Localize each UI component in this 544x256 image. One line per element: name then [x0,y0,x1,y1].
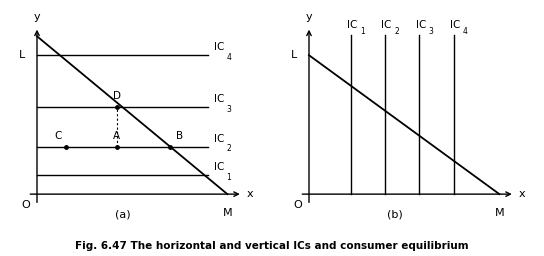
Text: y: y [34,12,40,22]
Text: A: A [113,131,121,141]
Text: IC: IC [214,134,225,144]
Text: 1: 1 [360,27,365,36]
Text: x: x [246,189,253,199]
Text: D: D [113,91,121,101]
Text: 3: 3 [429,27,434,36]
Text: IC: IC [347,20,357,30]
Text: 4: 4 [463,27,468,36]
Text: 1: 1 [226,173,231,182]
Text: 2: 2 [226,144,231,153]
Text: M: M [222,208,232,218]
Text: IC: IC [214,162,225,172]
Text: L: L [292,50,298,60]
Text: x: x [518,189,525,199]
Text: L: L [20,50,26,60]
Text: IC: IC [450,20,460,30]
Text: 2: 2 [394,27,399,36]
Text: O: O [293,200,302,210]
Text: O: O [21,200,30,210]
Text: y: y [306,12,312,22]
Text: B: B [176,131,183,141]
Text: Fig. 6.47 The horizontal and vertical ICs and consumer equilibrium: Fig. 6.47 The horizontal and vertical IC… [75,241,469,251]
Text: IC: IC [214,42,225,52]
Text: IC: IC [416,20,426,30]
Text: M: M [494,208,504,218]
Text: IC: IC [214,94,225,104]
Text: 4: 4 [226,52,231,61]
Text: IC: IC [381,20,392,30]
Text: 3: 3 [226,105,231,114]
Text: (a): (a) [115,210,131,220]
Text: (b): (b) [387,210,403,220]
Text: C: C [54,131,61,141]
